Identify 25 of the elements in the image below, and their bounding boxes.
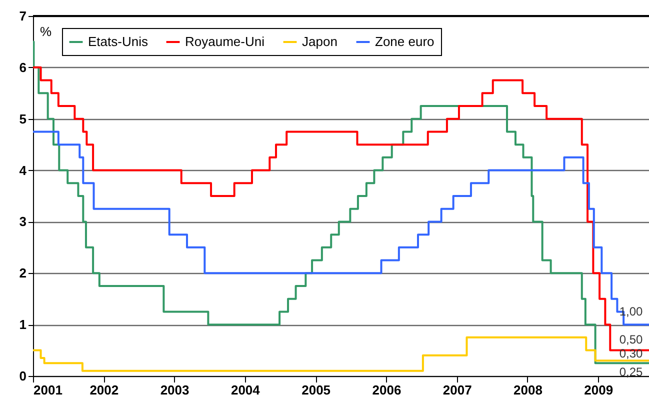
- annotation: 1,00: [619, 304, 643, 319]
- y-tick-label: 0: [19, 368, 26, 384]
- x-tick-label: 2009: [584, 382, 614, 398]
- legend-label: Japon: [302, 34, 338, 49]
- y-tick-label: 4: [19, 162, 28, 178]
- legend-label: Royaume-Uni: [185, 34, 265, 49]
- legend-label: Etats-Unis: [88, 34, 148, 49]
- x-tick-label: 2002: [90, 382, 119, 398]
- y-tick-label: 2: [19, 266, 26, 281]
- x-tick-label: 2001: [34, 382, 62, 398]
- y-tick-label: 7: [19, 8, 26, 24]
- x-tick-label: 2005: [302, 382, 331, 398]
- y-tick-label: 5: [19, 111, 26, 126]
- annotation: 0,50: [619, 332, 643, 346]
- x-tick-label: 2007: [442, 382, 472, 398]
- x-tick-label: 2003: [160, 382, 190, 398]
- annotation: 0,25: [619, 365, 643, 380]
- x-tick-label: 2004: [230, 382, 261, 398]
- x-tick-label: 2006: [372, 382, 402, 398]
- y-tick-label: 1: [19, 317, 26, 332]
- y-axis-title: %: [40, 24, 52, 39]
- y-tick-label: 6: [19, 60, 26, 75]
- legend-label: Zone euro: [375, 34, 434, 49]
- x-tick-label: 2008: [514, 382, 542, 398]
- y-tick-label: 3: [19, 214, 26, 230]
